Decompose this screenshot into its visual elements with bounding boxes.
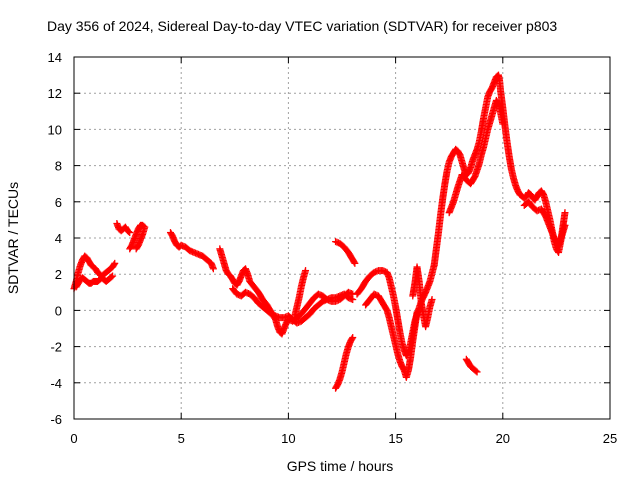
y-tick-label: 2 (55, 267, 62, 282)
data-points (70, 71, 569, 392)
y-tick-label: 8 (55, 159, 62, 174)
y-tick-label: 14 (48, 50, 62, 65)
x-axis-label: GPS time / hours (287, 458, 394, 474)
chart-title: Day 356 of 2024, Sidereal Day-to-day VTE… (47, 18, 557, 34)
data-point-marker (349, 334, 357, 342)
data-point-marker (351, 259, 359, 267)
y-tick-label: -6 (50, 412, 62, 427)
data-point-marker (499, 120, 507, 128)
data-point-marker (110, 261, 118, 269)
x-tick-label: 5 (178, 431, 185, 446)
data-point-marker (428, 296, 436, 304)
data-point-marker (108, 273, 116, 281)
data-point-marker (348, 335, 356, 343)
x-tick-label: 20 (496, 431, 510, 446)
x-tick-label: 25 (603, 431, 617, 446)
data-point-marker (125, 228, 133, 236)
data-point-marker (132, 245, 140, 253)
y-tick-label: 4 (55, 231, 62, 246)
y-tick-label: 6 (55, 195, 62, 210)
y-tick-label: -4 (50, 376, 62, 391)
data-point-marker (133, 244, 141, 252)
x-tick-label: 0 (70, 431, 77, 446)
data-point-marker (561, 209, 569, 217)
x-tick-label: 10 (281, 431, 295, 446)
x-tick-label: 15 (388, 431, 402, 446)
plot-frame (73, 56, 611, 420)
data-point-marker (126, 229, 134, 237)
data-point-marker (561, 221, 569, 229)
y-tick-label: 12 (48, 86, 62, 101)
data-point-marker (472, 367, 480, 375)
data-point-marker (111, 259, 119, 267)
data-point-marker (209, 265, 217, 273)
y-tick-label: 10 (48, 122, 62, 137)
y-tick-label: 0 (55, 303, 62, 318)
data-point-marker (109, 272, 117, 280)
y-tick-label: -2 (50, 340, 62, 355)
y-axis-label: SDTVAR / TECUs (5, 182, 21, 294)
data-point-marker (473, 368, 481, 376)
tick-labels: 0 5 10 15 20 25 -6 -4 -2 0 2 4 6 8 10 12 14 (48, 50, 618, 446)
grid-lines (74, 57, 610, 419)
data-point-marker (302, 267, 310, 275)
data-point-marker (350, 258, 358, 266)
